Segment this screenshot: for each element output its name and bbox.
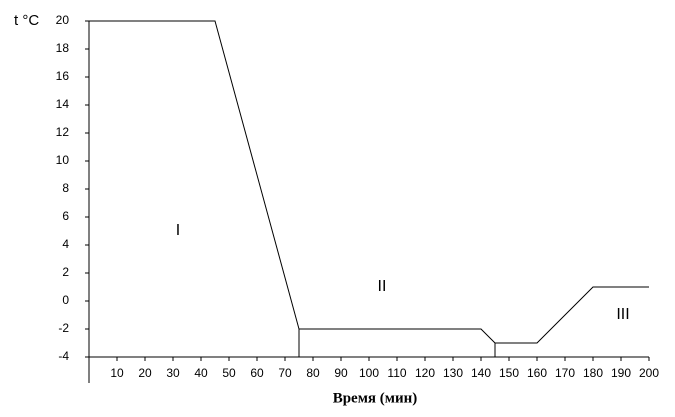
x-tick-label: 170 bbox=[555, 366, 575, 380]
y-tick-label: 2 bbox=[62, 265, 69, 279]
y-axis-title: t °C bbox=[14, 12, 39, 29]
line-series bbox=[89, 20, 649, 344]
y-tick-label: 20 bbox=[56, 13, 70, 27]
y-tick-label: -4 bbox=[58, 349, 69, 363]
x-tick-label: 90 bbox=[334, 366, 348, 380]
x-tick-label: 50 bbox=[222, 366, 236, 380]
y-tick-label: 0 bbox=[62, 293, 69, 307]
y-tick-label: 18 bbox=[56, 41, 70, 55]
x-tick-label: 70 bbox=[278, 366, 292, 380]
y-tick-label: -2 bbox=[58, 321, 69, 335]
y-tick-label: 4 bbox=[62, 237, 69, 251]
x-tick-label: 190 bbox=[611, 366, 631, 380]
x-tick-label: 40 bbox=[194, 366, 208, 380]
x-tick-label: 100 bbox=[359, 366, 379, 380]
x-tick-label: 180 bbox=[583, 366, 603, 380]
y-tick-label: 12 bbox=[56, 125, 70, 139]
y-tick-label: 10 bbox=[56, 153, 70, 167]
x-tick-label: 160 bbox=[527, 366, 547, 380]
x-tick-label: 60 bbox=[250, 366, 264, 380]
x-tick-label: 200 bbox=[639, 366, 659, 380]
region-label: II bbox=[378, 278, 387, 295]
x-tick-label: 140 bbox=[471, 366, 491, 380]
x-tick-label: 10 bbox=[110, 366, 124, 380]
x-tick-label: 150 bbox=[499, 366, 519, 380]
region-label: I bbox=[176, 222, 180, 239]
x-tick-label: 30 bbox=[166, 366, 180, 380]
x-tick-label: 20 bbox=[138, 366, 152, 380]
x-tick-label: 130 bbox=[443, 366, 463, 380]
x-tick-label: 110 bbox=[387, 366, 406, 380]
x-tick-label: 80 bbox=[306, 366, 320, 380]
y-tick-label: 6 bbox=[62, 209, 69, 223]
y-tick-label: 16 bbox=[56, 69, 70, 83]
y-tick-label: 14 bbox=[56, 97, 70, 111]
region-label: III bbox=[616, 306, 629, 323]
y-tick-label: 8 bbox=[62, 181, 69, 195]
x-tick-label: 120 bbox=[415, 366, 435, 380]
x-axis-title: Время (мин) bbox=[333, 390, 418, 406]
